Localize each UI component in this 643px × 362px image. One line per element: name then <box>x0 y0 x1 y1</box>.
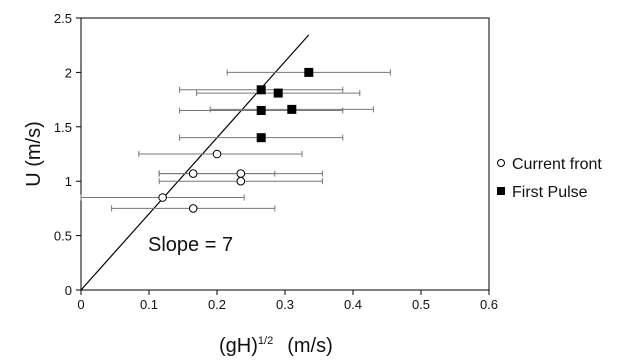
x-axis-title-unit: (m/s) <box>287 335 333 357</box>
data-markers <box>158 67 314 213</box>
current-front-point <box>188 169 198 178</box>
current-front-point <box>236 176 246 186</box>
y-tick-label: 2.5 <box>54 11 72 26</box>
first-pulse-point <box>256 105 266 115</box>
current-front-point <box>212 149 222 159</box>
y-tick-label: 1 <box>65 174 72 189</box>
y-tick-label: 1.5 <box>54 120 72 135</box>
legend-label-first-pulse: First Pulse <box>512 184 588 201</box>
legend-square-icon <box>497 187 505 195</box>
x-axis-title-sup: 1/2 <box>258 335 273 347</box>
legend-label-current-front: Current front <box>512 156 602 173</box>
legend-circle-icon <box>497 159 505 167</box>
y-axis-title: U (m/s) <box>23 121 45 187</box>
x-axis-ticks: 0 0.1 0.2 0.3 0.4 0.5 0.6 <box>77 290 498 312</box>
x-tick-label: 0.1 <box>140 297 158 312</box>
y-tick-label: 0.5 <box>54 229 72 244</box>
x-tick-label: 0 <box>77 297 84 312</box>
y-tick-label: 2 <box>65 65 72 80</box>
y-tick-label: 0 <box>65 283 72 298</box>
current-front-point <box>188 204 198 213</box>
slope-annotation: Slope = 7 <box>148 234 233 256</box>
reference-line-group <box>80 34 310 291</box>
x-axis-title: (gH)1/2 (m/s) <box>219 335 333 357</box>
legend: Current front First Pulse <box>497 156 602 201</box>
first-pulse-point <box>287 104 297 114</box>
current-front-point <box>158 193 167 202</box>
slope-reference-line <box>80 34 310 291</box>
error-bars <box>80 69 391 212</box>
first-pulse-point <box>304 67 314 77</box>
x-tick-label: 0.5 <box>412 297 430 312</box>
x-tick-label: 0.4 <box>344 297 362 312</box>
x-tick-label: 0.6 <box>480 297 498 312</box>
first-pulse-point <box>273 88 283 98</box>
first-pulse-point <box>256 133 266 143</box>
current-front-point <box>236 169 246 178</box>
x-tick-label: 0.2 <box>208 297 226 312</box>
x-tick-label: 0.3 <box>276 297 294 312</box>
first-pulse-point <box>256 85 266 95</box>
y-axis-ticks: 0 0.5 1 1.5 2 2.5 <box>54 11 81 298</box>
x-axis-title-main: (gH) <box>219 335 258 357</box>
